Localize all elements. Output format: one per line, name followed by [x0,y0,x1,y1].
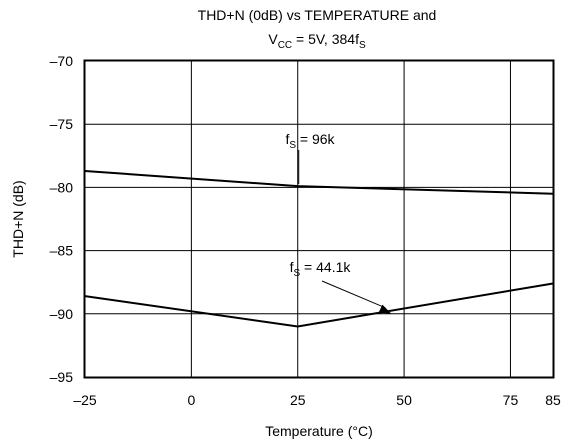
x-tick-label: 75 [503,392,519,408]
annotation-arrowhead-44-1k [378,304,392,314]
annotation-fs-96k: fS = 96k [285,131,335,151]
y-tick-label: –70 [50,53,74,69]
plot-frame [83,59,555,379]
series-line-fs-96k [84,169,554,195]
x-tick-label: –25 [73,392,97,408]
x-tick-label: 50 [396,392,412,408]
y-tick-label: –90 [50,306,74,322]
chart-title-line2-middle: = 5V, 384f [292,31,359,47]
annotation-fs-44-1k: fS = 44.1k [290,259,352,279]
y-axis-title: THD+N (dB) [10,180,26,257]
x-tick-label: 25 [290,392,306,408]
chart-title-line1: THD+N (0dB) vs TEMPERATURE and [198,7,437,23]
tick-labels: –25 0 25 50 75 85 –70 –75 –80 –85 –90 –95 [50,53,561,408]
y-tick-label: –95 [50,369,74,385]
y-tick-label: –85 [50,243,74,259]
chart-title-line2: VCC = 5V, 384fS [268,31,366,51]
chart-title-line2-suffix-sub: S [359,40,366,51]
chart-title-line2-prefix: V [268,31,278,47]
series-layer [84,169,554,328]
x-axis-title: Temperature (°C) [265,423,373,439]
y-tick-label: –80 [50,179,74,195]
chart-title-line2-prefix-sub: CC [278,40,292,51]
annotation-arrow-line-44-1k [321,280,386,309]
grid-lines [85,61,553,377]
y-tick-label: –75 [50,116,74,132]
annotations: fS = 96k fS = 44.1k [285,131,392,314]
x-tick-label: 0 [187,392,195,408]
x-tick-label: 85 [545,392,561,408]
series-line-fs-44-1k [84,282,554,328]
